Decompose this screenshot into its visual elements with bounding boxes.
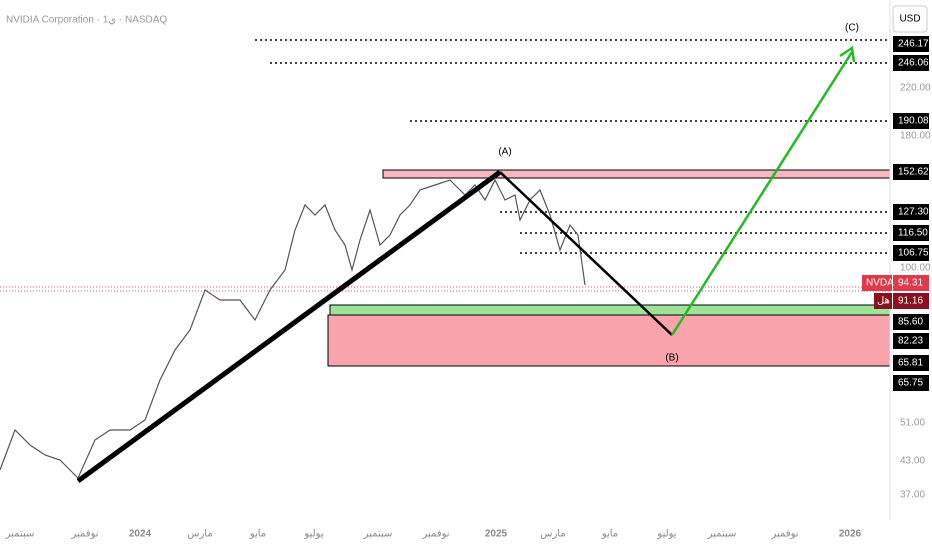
price-axis-label: 37.00 — [900, 490, 925, 501]
time-axis-label: نوفمبر — [770, 529, 798, 540]
price-level-box — [893, 314, 929, 330]
price-level-box — [893, 36, 929, 52]
price-level-label: 85.60 — [898, 317, 923, 328]
price-series — [0, 178, 586, 480]
time-axis-label: مارس — [540, 529, 565, 540]
wave-label: (B) — [665, 353, 678, 364]
price-level-box — [893, 275, 929, 291]
time-axis-label: سبتمبر — [363, 529, 393, 540]
time-axis-label: مايو — [249, 529, 266, 540]
price-level-label: 94.31 — [898, 278, 923, 289]
price-axis-label: 43.00 — [900, 456, 925, 467]
wave-b — [499, 171, 673, 336]
time-axis-label: يوليو — [656, 529, 676, 540]
price-level-box — [893, 225, 929, 241]
price-level-label: 91.16 — [898, 296, 923, 307]
price-level-label: 246.06 — [898, 58, 929, 69]
price-level-label: 65.75 — [898, 378, 923, 389]
close-tag: هل — [877, 296, 890, 307]
time-axis-label: يوليو — [303, 529, 323, 540]
arrow-head — [839, 45, 856, 63]
wave-label: (C) — [845, 23, 859, 34]
wave-c — [670, 51, 854, 336]
price-level-label: 116.50 — [898, 228, 928, 239]
time-axis-label: نوفمبر — [421, 529, 449, 540]
time-axis-label: نوفمبر — [70, 529, 98, 540]
chart-title: NVIDIA Corporation · 1ي · NASDAQ — [6, 15, 167, 26]
close-tag-box — [874, 293, 892, 309]
currency: USD — [899, 14, 920, 25]
target-lines — [255, 39, 890, 254]
time-axis-label: 2025 — [485, 529, 508, 540]
price-level-label: 152.62 — [898, 167, 929, 178]
support-zone — [329, 304, 891, 316]
demand-zone — [327, 314, 891, 367]
price-level-box — [893, 333, 929, 349]
price-level-box — [893, 375, 929, 391]
price-level-label: 127.30 — [898, 207, 929, 218]
wave-a — [76, 169, 502, 484]
resistance-zone — [382, 169, 891, 179]
price-level-label: 246.17 — [898, 39, 929, 50]
wave-label: (A) — [498, 147, 511, 158]
time-axis-label: 2026 — [839, 529, 862, 540]
price-axis-label: 51.00 — [900, 418, 925, 429]
price-level-label: 82.23 — [898, 336, 923, 347]
price-level-label: 106.75 — [898, 248, 929, 259]
time-axis-label: سبتمبر — [707, 529, 737, 540]
time-axis-label: مارس — [187, 529, 212, 540]
time-axis-label: 2024 — [129, 529, 152, 540]
price-axis-label: 220.00 — [900, 83, 931, 94]
time-axis-label: مايو — [601, 529, 618, 540]
price-level-box — [893, 293, 929, 309]
price-level-box — [893, 113, 929, 129]
price-level-box — [893, 164, 929, 180]
symbol-tag: NVDA — [866, 278, 894, 289]
price-level-box — [893, 55, 929, 71]
symbol-tag-box — [862, 275, 892, 291]
price-level-box — [893, 204, 929, 220]
price-axis-label: 100.00 — [900, 263, 931, 274]
price-axis-label: 180.00 — [900, 131, 931, 142]
currency-button[interactable] — [892, 5, 928, 33]
price-level-box — [893, 355, 929, 371]
price-level-label: 65.81 — [898, 358, 923, 369]
price-level-label: 190.08 — [898, 116, 929, 127]
price-level-box — [893, 245, 929, 261]
time-axis-label: سبتمبر — [5, 529, 35, 540]
